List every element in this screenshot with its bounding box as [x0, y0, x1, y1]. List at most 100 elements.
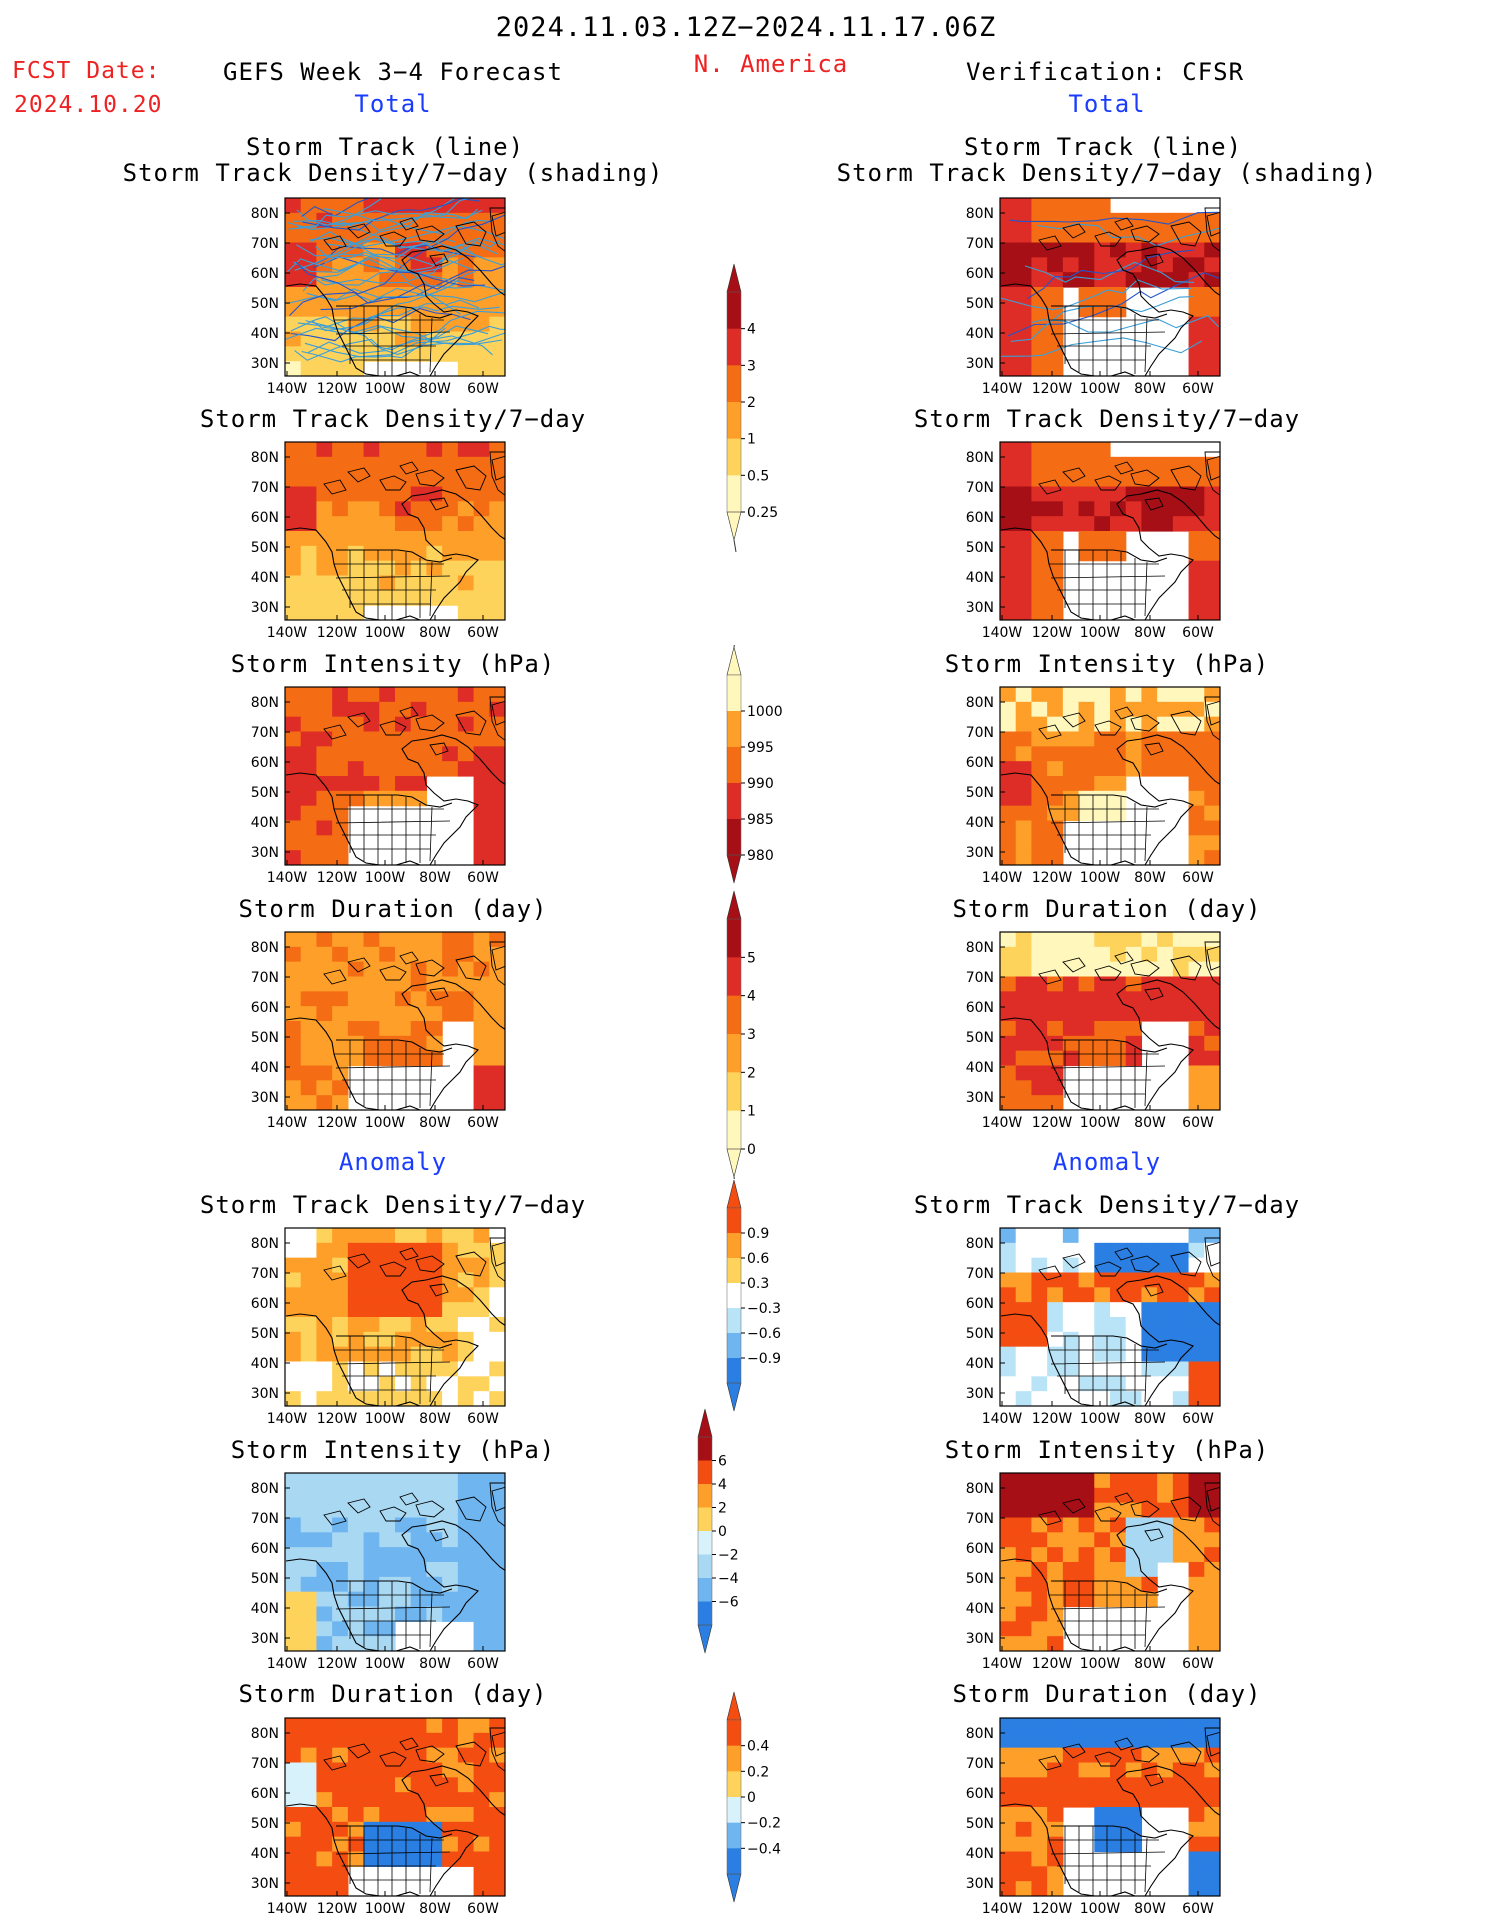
lon-label: 120W [1032, 870, 1073, 885]
shading-cell [410, 701, 428, 718]
shading-cell [285, 1065, 302, 1081]
shading-cell [1047, 531, 1064, 547]
shading-cell [363, 731, 380, 747]
coastline [285, 1275, 505, 1406]
shading-cell [316, 1547, 333, 1563]
shading-cell [489, 1272, 505, 1288]
shading-cell [379, 991, 396, 1007]
shading-cell [1000, 1562, 1017, 1578]
shading-cell [1015, 545, 1033, 562]
shading-cell [316, 1346, 333, 1363]
shading-cell [473, 1777, 490, 1793]
shading-cell [1204, 1576, 1220, 1593]
lat-label: 50N [251, 1326, 279, 1342]
state-borders [334, 1826, 451, 1896]
shading-cell [300, 1021, 318, 1037]
shading-cell [1015, 835, 1033, 851]
lat-label: 80N [251, 206, 279, 222]
shading-cell [332, 1065, 349, 1081]
shading-cell [285, 1562, 302, 1578]
shading-cell [473, 560, 490, 577]
shading-cell [1204, 1777, 1220, 1793]
shading-cell [347, 1242, 365, 1259]
shading-cell [1157, 1502, 1174, 1519]
shading-cell [1078, 301, 1095, 318]
total-label-right: Total [1068, 90, 1146, 118]
shading-cell [1125, 1228, 1143, 1244]
shading-cell [426, 501, 443, 517]
shading-cell [1031, 590, 1048, 606]
shading-cell [1172, 516, 1190, 532]
shading-field [1000, 687, 1220, 865]
shading-cell [426, 1821, 443, 1838]
shading-cell [1157, 961, 1174, 978]
shading-cell [1094, 1361, 1111, 1377]
lon-label: 100W [1080, 1115, 1121, 1130]
shading-cell [363, 1021, 380, 1037]
shading-cell [410, 545, 428, 562]
fcst-date-label: FCST Date: [12, 58, 161, 84]
shading-cell [1078, 1006, 1095, 1022]
shading-cell [332, 1361, 349, 1377]
shading-cell [442, 1502, 459, 1519]
shading-cell [363, 716, 380, 733]
shading-cell [1204, 1718, 1220, 1734]
lon-label: 120W [317, 1656, 358, 1671]
shading-cell [363, 1777, 380, 1793]
shading-cell [1141, 1317, 1158, 1333]
shading-cell [1141, 1242, 1158, 1259]
shading-cell [1157, 1487, 1174, 1504]
greenland-coast [1204, 1237, 1220, 1282]
shading-cell [1157, 1242, 1174, 1259]
state-borders [334, 795, 451, 865]
shading-cell [410, 790, 428, 807]
shading-cell [285, 346, 302, 362]
shading-cell [457, 1732, 475, 1749]
shading-cell [1015, 1502, 1033, 1519]
shading-cell [285, 1547, 302, 1563]
shading-cell [1125, 1747, 1143, 1764]
shading-cell [1125, 991, 1143, 1007]
shading-cell [1047, 1065, 1064, 1081]
shading-cell [300, 1391, 318, 1406]
shading-cell [457, 1228, 475, 1244]
shading-cell [473, 761, 490, 777]
shading-cell [379, 932, 396, 948]
shading-cell [379, 516, 396, 532]
shading-cell [1047, 731, 1064, 747]
shading-cell [300, 1257, 318, 1274]
shading-cell [1078, 1473, 1095, 1489]
lat-label: 50N [966, 1571, 994, 1587]
shading-cell [1188, 1361, 1205, 1377]
shading-cell [1188, 346, 1205, 362]
shading-cell [1204, 1391, 1220, 1406]
shading-cell [332, 790, 349, 807]
shading-cell [442, 531, 459, 547]
country-border [1051, 1580, 1168, 1594]
shading-cell [347, 1272, 365, 1288]
shading-cell [1031, 1361, 1048, 1377]
shading-cell [489, 1317, 505, 1333]
colorbar-segment [727, 783, 741, 820]
shading-cell [1062, 701, 1080, 718]
shading-cell [1047, 976, 1064, 992]
shading-cell [489, 331, 505, 347]
shading-cell [395, 932, 412, 948]
shading-cell [1015, 731, 1033, 747]
shading-cell [316, 361, 333, 376]
shading-cell [332, 1836, 349, 1853]
shading-cell [1000, 1065, 1017, 1081]
shading-cell [1188, 1836, 1205, 1853]
shading-cell [1094, 1302, 1111, 1318]
shading-cell [1188, 1762, 1205, 1778]
shading-cell [1204, 1272, 1220, 1288]
shading-cell [1000, 1257, 1017, 1274]
colorbar-segment [727, 1822, 741, 1849]
shading-cell [1188, 316, 1205, 333]
shading-cell [1141, 456, 1158, 473]
shading-cell [332, 1257, 349, 1274]
shading-cell [442, 1228, 459, 1244]
shading-cell [316, 1576, 333, 1593]
shading-cell [332, 1562, 349, 1578]
shading-cell [489, 1762, 505, 1778]
